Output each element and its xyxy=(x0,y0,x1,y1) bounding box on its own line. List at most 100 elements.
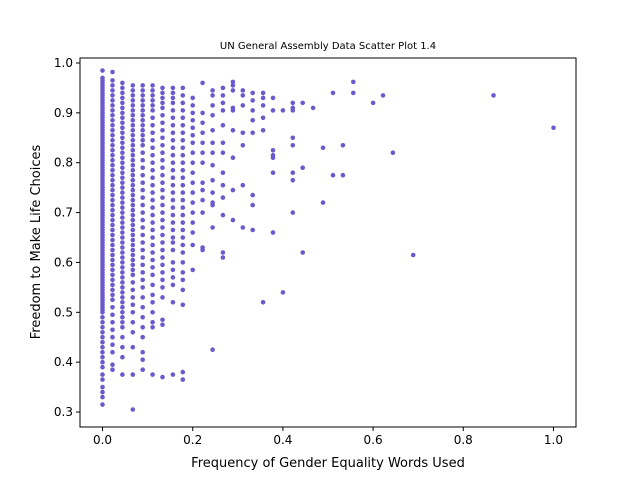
data-point xyxy=(140,83,145,88)
data-point xyxy=(210,128,215,133)
data-point xyxy=(110,152,115,158)
data-point xyxy=(160,255,165,260)
x-axis-label: Frequency of Gender Equality Words Used xyxy=(191,456,465,471)
data-point xyxy=(130,237,136,243)
data-point xyxy=(140,157,145,163)
data-point xyxy=(140,150,145,155)
data-point xyxy=(140,367,145,373)
data-point xyxy=(160,202,165,208)
data-point xyxy=(100,344,105,350)
data-point xyxy=(300,100,306,106)
data-point xyxy=(130,222,136,228)
data-point xyxy=(491,93,496,98)
data-point xyxy=(150,282,155,288)
data-point xyxy=(180,85,186,91)
data-point xyxy=(130,187,136,193)
data-point xyxy=(140,270,145,275)
data-point xyxy=(240,182,246,188)
x-tick-label: 0.2 xyxy=(183,433,202,447)
data-point xyxy=(110,197,115,203)
data-point xyxy=(180,302,186,308)
data-point xyxy=(160,150,165,155)
data-point xyxy=(220,195,226,200)
data-point xyxy=(351,79,356,85)
data-point xyxy=(140,128,145,133)
data-point xyxy=(120,100,125,106)
data-point xyxy=(140,255,145,260)
data-point xyxy=(120,240,125,245)
data-point xyxy=(390,150,396,155)
data-point xyxy=(270,95,276,101)
y-tick-label: 0.7 xyxy=(54,206,73,220)
x-axis: 0.0 0.2 0.4 0.6 0.8 1.0 xyxy=(93,427,563,447)
data-point xyxy=(150,310,155,315)
data-point xyxy=(170,90,176,96)
data-point xyxy=(110,207,115,213)
data-point xyxy=(290,108,296,113)
data-point xyxy=(150,160,155,165)
data-point xyxy=(190,242,195,248)
data-point xyxy=(220,140,226,146)
data-point xyxy=(120,290,125,295)
data-point xyxy=(120,315,125,320)
data-point xyxy=(160,172,165,178)
data-point xyxy=(140,118,145,123)
data-point xyxy=(150,250,155,255)
data-point xyxy=(120,220,125,225)
data-point xyxy=(130,267,136,273)
data-point xyxy=(210,88,215,93)
data-point xyxy=(100,372,105,377)
data-point xyxy=(180,220,186,225)
data-point xyxy=(240,225,246,230)
data-point xyxy=(240,88,246,93)
data-point xyxy=(190,133,195,138)
data-point xyxy=(110,202,115,208)
data-point xyxy=(140,210,145,215)
data-point xyxy=(380,93,386,98)
data-point xyxy=(140,240,145,245)
data-point xyxy=(270,170,276,175)
data-point xyxy=(140,180,145,185)
data-point xyxy=(110,69,115,75)
data-point xyxy=(100,377,105,382)
data-point xyxy=(130,98,136,103)
data-point xyxy=(140,232,145,238)
data-point xyxy=(110,312,115,318)
data-point xyxy=(280,290,286,295)
data-point xyxy=(180,130,186,136)
data-point xyxy=(120,210,125,215)
data-point xyxy=(110,148,115,153)
data-point xyxy=(150,205,155,210)
data-point xyxy=(210,347,215,353)
data-point xyxy=(150,300,155,305)
data-point xyxy=(100,359,105,365)
data-point xyxy=(120,160,125,165)
data-point xyxy=(220,85,226,91)
data-point xyxy=(180,242,186,248)
data-point xyxy=(290,135,296,141)
data-point xyxy=(130,217,136,223)
x-tick-label: 1.0 xyxy=(544,433,563,447)
data-point xyxy=(100,320,105,325)
y-axis-label: Freedom to Make Life Choices xyxy=(29,145,44,340)
data-point xyxy=(190,200,195,205)
data-points xyxy=(100,68,556,412)
data-point xyxy=(180,277,186,283)
data-point xyxy=(210,162,215,168)
data-point xyxy=(120,120,125,126)
data-point xyxy=(150,325,155,330)
data-point xyxy=(240,103,246,108)
data-point xyxy=(180,167,186,173)
data-point xyxy=(120,260,125,265)
data-point xyxy=(170,123,176,128)
data-point xyxy=(140,334,145,340)
y-tick-label: 0.5 xyxy=(54,305,73,319)
data-point xyxy=(170,282,176,288)
data-point xyxy=(100,310,105,315)
data-point xyxy=(130,262,136,268)
data-point xyxy=(180,175,186,180)
data-point xyxy=(110,272,115,278)
data-point xyxy=(110,182,115,188)
data-point xyxy=(120,195,125,200)
data-point xyxy=(150,265,155,270)
